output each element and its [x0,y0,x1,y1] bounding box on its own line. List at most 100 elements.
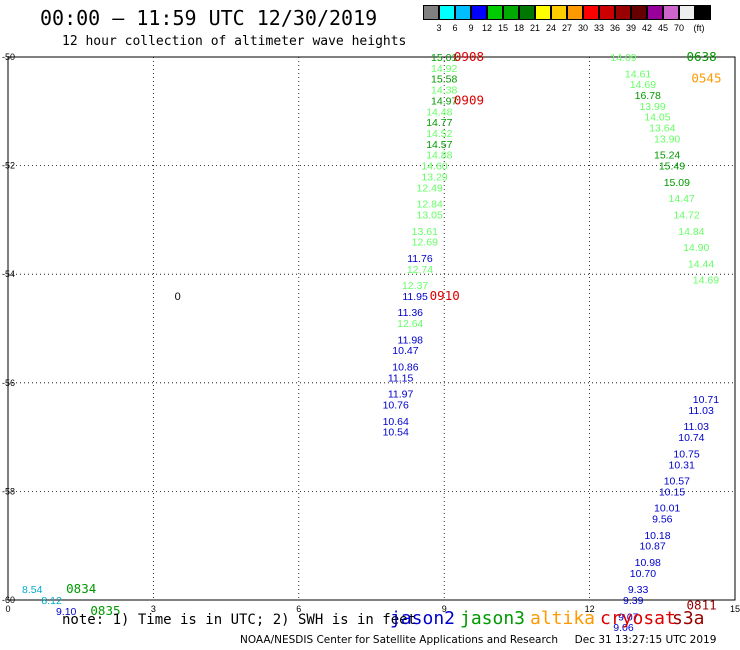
colorbar-label: 39 [625,23,636,33]
wave-height-label: 12.69 [412,237,438,249]
wave-height-label: 15.01 [431,52,457,64]
wave-height-label: 14.88 [426,150,452,162]
colorbar-swatch [423,5,439,20]
plot-frame [7,56,736,601]
x-tick-label: 3 [151,604,156,614]
colorbar-swatch [583,5,599,20]
wave-height-label: 11.98 [398,334,424,346]
colorbar-label: 33 [593,23,604,33]
colorbar-swatch [439,5,455,20]
colorbar-swatch [663,5,679,20]
wave-height-label: 10.01 [654,503,680,515]
wave-height-label: 14.97 [431,95,457,107]
wave-height-label: 9.10 [56,606,77,618]
legend-s3a: s3a [672,608,705,629]
wave-height-label: 14.90 [683,242,709,254]
wave-height-label: 11.15 [388,372,414,384]
wave-height-label: 14.69 [630,79,656,91]
wave-height-label: 10.57 [664,476,690,488]
x-tick-label: 15 [730,604,740,614]
pass-time-label: 0638 [687,49,717,64]
colorbar-swatch [679,5,695,20]
legend-cryosat: cryosat [600,608,676,629]
wave-height-label: 10.47 [392,345,418,357]
pass-time-label: 0908 [454,49,484,64]
wave-height-label: 12.49 [417,182,443,194]
colorbar-swatch [519,5,535,20]
wave-height-label: 14.61 [625,68,651,80]
pass-time-label: 0835 [90,603,120,618]
legend-jason3: jason3 [460,608,526,629]
colorbar-swatch [695,5,711,20]
wave-height-label: 12.84 [417,199,443,211]
pass-time-label: 0811 [687,597,717,612]
wave-height-label: 9.33 [628,584,649,596]
colorbar-label: 3 [436,23,442,33]
pass-time-label: 0909 [454,92,484,107]
colorbar-label: 42 [641,23,652,33]
colorbar-label: 15 [497,23,508,33]
wave-height-label: 11.97 [388,389,414,401]
wave-height-label: 9.39 [623,595,644,607]
wave-height-label: 10.86 [392,362,418,374]
colorbar-swatch [471,5,487,20]
colorbar-unit: (ft) [693,23,705,33]
wave-height-label: 14.84 [678,226,704,238]
wave-height-label: 15.49 [659,161,685,173]
colorbar-label: 9 [468,23,474,33]
wave-height-label: 8.12 [41,595,62,607]
colorbar-swatch [535,5,551,20]
wave-height-label: 13.90 [654,133,680,145]
wave-height-label: 10.15 [659,486,685,498]
wave-height-label: 11.76 [407,253,433,265]
pass-time-label: 0545 [691,71,721,86]
y-tick-label: -58 [2,486,15,496]
colorbar-swatch [647,5,663,20]
wave-height-label: 14.09 [610,52,636,64]
marker-glyph: 0 [175,291,181,303]
wave-height-label: 10.18 [644,530,670,542]
colorbar-swatch [599,5,615,20]
wave-height-label: 14.05 [644,112,670,124]
wave-height-label: 14.44 [688,258,714,270]
wave-height-label: 13.64 [649,123,675,135]
wave-height-label: 10.87 [639,541,665,553]
wave-height-label: 10.74 [678,432,704,444]
colorbar-swatch [551,5,567,20]
wave-height-label: 12.74 [407,264,433,276]
wave-height-label: 14.72 [673,209,699,221]
colorbar-label: 21 [529,23,540,33]
colorbar-label: 18 [513,23,524,33]
colorbar-swatch [455,5,471,20]
colorbar-label: 12 [481,23,492,33]
wave-height-label: 10.54 [383,427,409,439]
wave-height-label: 14.47 [669,193,695,205]
y-tick-label: -52 [2,161,15,171]
wave-height-label: 10.76 [383,400,409,412]
wave-height-label: 13.61 [412,226,438,238]
colorbar-swatch [567,5,583,20]
wave-height-label: 9.56 [652,514,673,526]
wave-height-label: 9.07 [618,611,639,623]
colorbar-swatch [503,5,519,20]
chart-title: 00:00 – 11:59 UTC 12/30/2019 [40,6,378,30]
wave-height-label: 13.05 [417,209,443,221]
wave-height-label: 10.64 [383,416,409,428]
footer-credit: NOAA/NESDIS Center for Satellite Applica… [240,634,717,646]
wave-height-label: 12.64 [397,318,423,330]
wave-height-label: 13.99 [639,101,665,113]
colorbar-label: 27 [561,23,572,33]
legend-altika: altika [530,608,596,629]
y-tick-label: -60 [2,595,15,605]
y-tick-label: -54 [2,269,15,279]
wave-height-label: 11.03 [683,421,709,433]
wave-height-label: 10.75 [673,448,699,460]
wave-height-label: 15.09 [664,177,690,189]
pass-time-label: 0910 [430,288,460,303]
chart-subtitle: 12 hour collection of altimeter wave hei… [62,34,407,49]
wave-height-label: 14.69 [693,275,719,287]
colorbar-swatch [487,5,503,20]
wave-height-label: 11.95 [402,291,428,303]
